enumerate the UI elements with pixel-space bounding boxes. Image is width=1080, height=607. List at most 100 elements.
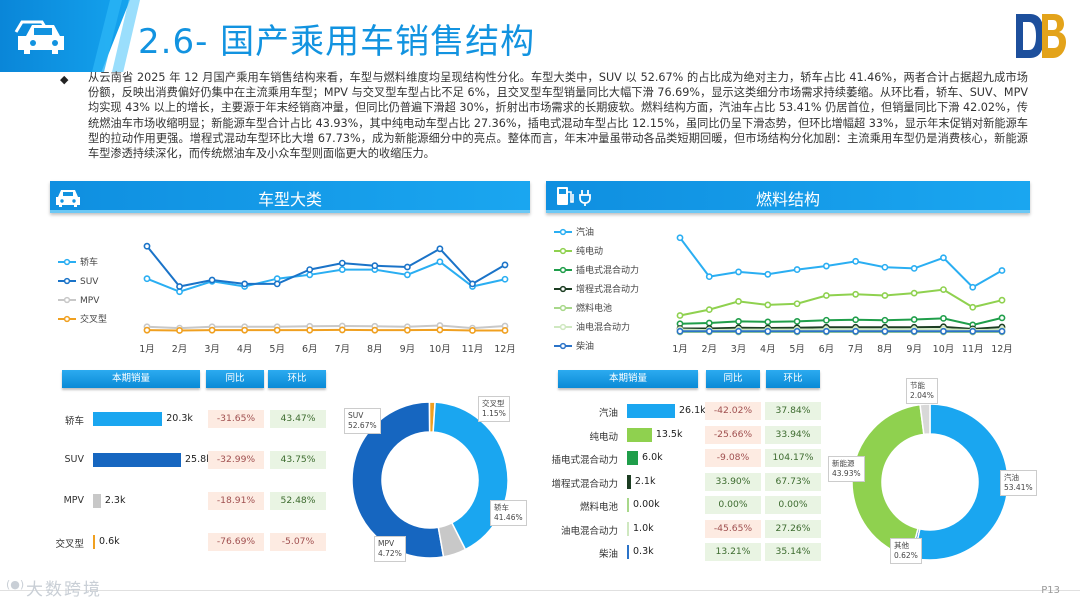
x-tick-label: 3月 — [731, 344, 747, 355]
volume-value: 13.5k — [655, 428, 683, 440]
x-tick-label: 2月 — [172, 344, 188, 355]
row-label: 增程式混合动力 — [551, 478, 618, 490]
label-pct: 41.46% — [494, 513, 523, 522]
donut-slice — [437, 521, 467, 558]
col-header-yoy: 同比 — [706, 370, 760, 388]
page-number: P13 — [1041, 585, 1060, 596]
company-logo — [1016, 14, 1066, 58]
data-point — [208, 276, 216, 284]
data-point — [403, 263, 411, 271]
volume-bar — [627, 404, 675, 418]
yoy-cell: 13.21% — [705, 543, 761, 561]
row-label: SUV — [64, 454, 84, 465]
footer-divider — [0, 590, 1080, 591]
volume-value: 0.6k — [99, 536, 120, 547]
data-point — [469, 280, 476, 288]
legend-label: 插电式混合动力 — [576, 264, 639, 276]
volume-bar — [93, 535, 96, 549]
data-point — [176, 327, 183, 334]
label-name: 节能 — [910, 381, 925, 390]
yoy-cell: -18.91% — [208, 492, 264, 510]
data-point — [969, 283, 977, 291]
data-point — [176, 283, 183, 290]
x-tick-label: 5月 — [269, 344, 285, 355]
header-bar — [0, 0, 1080, 72]
label-name: SUV — [348, 411, 364, 420]
legend-label: 轿车 — [80, 256, 98, 268]
label-pct: 4.72% — [378, 549, 402, 558]
legend-marker — [559, 342, 567, 350]
row-label: 轿车 — [64, 416, 84, 427]
label-pct: 52.67% — [348, 421, 377, 430]
x-tick-label: 11月 — [962, 344, 984, 355]
legend-marker — [559, 304, 567, 312]
volume-bar — [93, 412, 163, 426]
series-line — [146, 328, 505, 332]
volume-bar — [627, 451, 639, 465]
data-point — [371, 262, 379, 270]
legend-label: 汽油 — [576, 226, 594, 238]
donut-label-other: 其他 0.62% — [890, 538, 922, 564]
intro-paragraph: 从云南省 2025 年 12 月国产乘用车销售结构来看，车型与燃料维度均呈现结构… — [88, 71, 1028, 161]
col-header-volume: 本期销量 — [558, 370, 698, 388]
data-point — [306, 326, 314, 334]
x-tick-label: 12月 — [494, 344, 516, 355]
col-header-yoy: 同比 — [206, 370, 264, 388]
car-icon — [56, 190, 80, 207]
data-point — [306, 266, 314, 273]
data-point — [705, 306, 713, 314]
data-point — [501, 261, 509, 269]
data-point — [143, 275, 151, 283]
row-label: 插电式混合动力 — [551, 455, 618, 466]
data-point — [881, 327, 889, 335]
data-point — [436, 245, 444, 253]
data-point — [910, 265, 918, 272]
data-point — [852, 290, 860, 298]
donut-label-gasoline: 汽油 53.41% — [1000, 470, 1037, 496]
mom-cell: 43.75% — [270, 451, 326, 469]
x-tick-label: 2月 — [701, 344, 717, 355]
data-point — [403, 271, 411, 279]
data-point — [403, 326, 411, 334]
data-point — [676, 327, 684, 335]
data-point — [764, 301, 772, 309]
data-point — [241, 326, 249, 334]
data-point — [822, 262, 830, 270]
donut-label-suv: SUV 52.67% — [344, 408, 381, 434]
x-tick-label: 6月 — [302, 344, 318, 355]
label-pct: 43.93% — [832, 469, 861, 478]
legend-label: 纯电动 — [576, 245, 603, 257]
x-tick-label: 3月 — [204, 344, 220, 355]
data-point — [676, 234, 684, 242]
volume-bar — [93, 494, 101, 508]
data-point — [436, 258, 444, 266]
label-pct: 53.41% — [1004, 483, 1033, 492]
data-point — [143, 242, 151, 250]
x-tick-label: 6月 — [819, 344, 835, 355]
fuel-pump-icon — [557, 187, 591, 206]
volume-value: 2.3k — [104, 495, 126, 506]
legend-label: 交叉型 — [80, 313, 107, 325]
data-point — [501, 327, 509, 334]
data-point — [676, 312, 684, 319]
series-line — [679, 328, 1003, 332]
volume-value: 0.3k — [633, 546, 654, 557]
volume-bar — [627, 521, 629, 536]
data-point — [852, 316, 860, 324]
mom-cell: 0.00% — [765, 496, 821, 514]
data-point — [764, 318, 772, 326]
series-line — [146, 245, 506, 288]
data-point — [705, 327, 713, 335]
legend-marker — [63, 296, 71, 304]
mom-cell: 104.17% — [765, 449, 821, 467]
donut-label-sedan: 轿车 41.46% — [490, 500, 527, 526]
legend-label: SUV — [80, 277, 99, 287]
data-point — [793, 327, 801, 335]
data-point — [852, 257, 860, 265]
x-tick-label: 8月 — [877, 344, 893, 355]
data-point — [940, 286, 947, 293]
footer-brand: 大数跨境 — [26, 580, 102, 600]
data-point — [273, 326, 281, 334]
mom-cell: 43.47% — [270, 410, 326, 428]
data-point — [852, 327, 860, 335]
